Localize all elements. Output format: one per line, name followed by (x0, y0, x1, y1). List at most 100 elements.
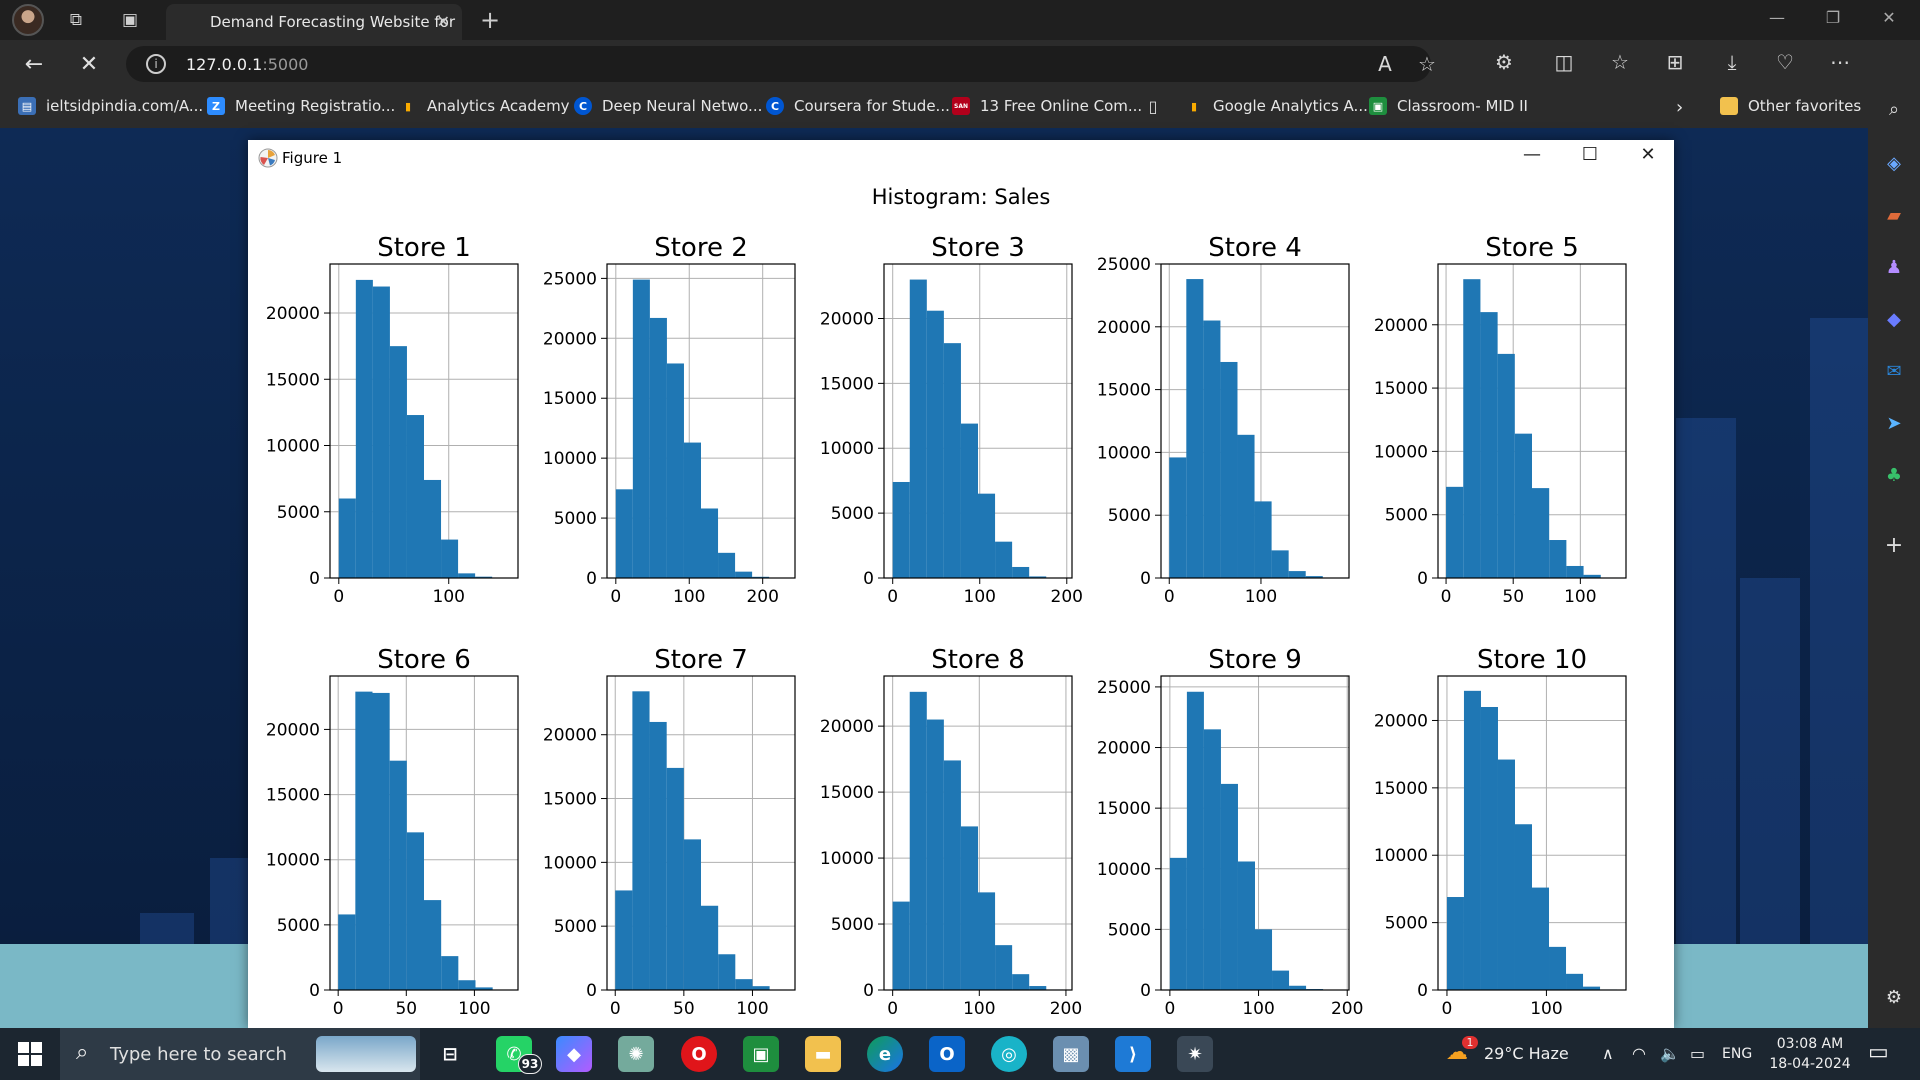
histogram-bar (1203, 320, 1221, 578)
weather-text[interactable]: 29°C Haze (1484, 1044, 1569, 1063)
histogram-bar (1566, 565, 1584, 578)
subplot: 0 50 100 0 5000 10000 15000 20000 Store 6 (266, 645, 519, 1019)
site-info-icon[interactable]: i (146, 54, 166, 74)
more-menu-icon[interactable]: ⋯ (1830, 50, 1850, 74)
notifications-icon[interactable]: ▭ (1868, 1040, 1889, 1065)
downloads-icon[interactable]: ⤓ (1727, 50, 1737, 74)
task-view-icon[interactable]: ⊟ (442, 1043, 458, 1065)
read-aloud-icon[interactable]: A (1378, 52, 1392, 76)
histogram-bar (978, 493, 996, 578)
address-bar[interactable]: i 127.0.0.1:5000 A ☆ (126, 46, 1436, 82)
favorite-item[interactable]: ▮ Google Analytics A... (1185, 97, 1368, 115)
volume-icon[interactable]: 🔈 (1660, 1044, 1680, 1063)
collections-icon[interactable]: ⊞ (1666, 50, 1684, 74)
games-icon[interactable]: ♟ (1885, 256, 1903, 278)
active-browser-tab[interactable]: Demand Forecasting Website for ✕ (166, 4, 462, 40)
opera-icon[interactable]: O (681, 1036, 717, 1072)
add-sidebar-item-icon[interactable]: + (1884, 532, 1904, 558)
battery-icon[interactable]: ▭ (1690, 1044, 1706, 1063)
classroom-icon[interactable]: ▣ (743, 1036, 779, 1072)
favorite-item[interactable]: ▮ Analytics Academy (399, 97, 570, 115)
favorite-site-icon: ▤ (18, 97, 36, 115)
browser-minimize-icon[interactable]: — (1769, 8, 1785, 27)
outlook-icon[interactable]: ✉ (1886, 360, 1902, 382)
browser-essentials-icon[interactable]: ♡ (1776, 50, 1794, 74)
favorites-overflow-icon[interactable]: › (1676, 97, 1684, 118)
browser-close-icon[interactable]: ✕ (1882, 8, 1896, 27)
favorite-item[interactable]: ▤ ieltsidpindia.com/A... (18, 97, 203, 115)
histogram-bar (458, 573, 476, 578)
figure-close-icon[interactable]: ✕ (1640, 144, 1656, 165)
histogram-bar (1463, 690, 1481, 990)
language-indicator[interactable]: ENG (1722, 1046, 1753, 1062)
histogram-bar (1480, 312, 1498, 578)
figure-maximize-icon[interactable]: ☐ (1581, 144, 1599, 165)
favorite-item[interactable]: ▣ Classroom- MID II (1369, 97, 1528, 115)
x-tick-label: 100 (1530, 999, 1562, 1019)
copilot-app-icon[interactable]: ◆ (1887, 308, 1901, 330)
background-decor (1676, 418, 1736, 1028)
axes-frame (1160, 675, 1350, 991)
subplot: 0 50 100 0 5000 10000 15000 20000 Store 7 (543, 645, 796, 1019)
x-tick-label: 0 (333, 999, 344, 1019)
histogram-bar (909, 691, 927, 990)
wifi-icon[interactable]: ◠ (1632, 1044, 1646, 1063)
stop-loading-icon[interactable]: ✕ (79, 52, 99, 77)
new-tab-icon[interactable]: + (480, 6, 501, 34)
histogram-bar (1220, 361, 1238, 578)
x-tick-label: 0 (1164, 587, 1175, 607)
y-tick-label: 10000 (266, 437, 320, 457)
tree-icon[interactable]: ♣ (1885, 464, 1903, 486)
tab-close-icon[interactable]: ✕ (436, 12, 450, 31)
clock-date[interactable]: 18-04-2024 (1769, 1056, 1851, 1072)
clock-time[interactable]: 03:08 AM (1776, 1036, 1844, 1052)
favorites-icon[interactable]: ☆ (1611, 50, 1629, 74)
x-tick-label: 100 (963, 999, 995, 1019)
histogram-bar (1169, 857, 1187, 990)
y-tick-label: 20000 (543, 726, 597, 746)
telegram-icon[interactable]: ➤ (1886, 412, 1902, 434)
favorite-item[interactable]: ▯ (1144, 97, 1172, 116)
app-icon[interactable]: ◎ (991, 1036, 1027, 1072)
matplotlib-taskbar-icon[interactable]: ✷ (1177, 1036, 1213, 1072)
tools-icon[interactable]: ▰ (1887, 204, 1901, 226)
figure-titlebar[interactable]: Figure 1 — ☐ ✕ (248, 140, 1674, 176)
histogram-bar (909, 279, 927, 578)
histogram-bar (735, 979, 753, 990)
split-screen-icon[interactable]: ◫ (1554, 50, 1574, 74)
shopping-tag-icon[interactable]: ◈ (1887, 152, 1901, 174)
figure-suptitle: Histogram: Sales (872, 185, 1051, 209)
search-highlight-image[interactable] (316, 1036, 416, 1072)
search-icon[interactable]: ⌕ (1888, 98, 1900, 120)
edge-icon[interactable]: e (867, 1036, 903, 1072)
histogram-bar (406, 832, 424, 990)
favorite-item[interactable]: C Deep Neural Netwo... (574, 97, 762, 115)
back-icon[interactable]: ← (24, 52, 44, 77)
subplot: 0 100 0 5000 10000 15000 20000 25000 Store 4 (1097, 233, 1350, 607)
app-icon[interactable]: ▩ (1053, 1036, 1089, 1072)
browser-restore-icon[interactable]: ❐ (1825, 8, 1841, 27)
vscode-icon[interactable]: ⟩ (1115, 1036, 1151, 1072)
favorite-item[interactable]: SAN 13 Free Online Com... (952, 97, 1142, 115)
favorite-star-icon[interactable]: ☆ (1418, 52, 1436, 76)
copilot-taskbar-icon[interactable]: ◆ (556, 1036, 592, 1072)
extensions-icon[interactable]: ⚙ (1495, 50, 1513, 74)
sidebar-settings-icon[interactable]: ⚙ (1885, 986, 1903, 1008)
other-favorites-folder[interactable]: Other favorites (1720, 97, 1861, 115)
histogram-bar (1012, 974, 1030, 990)
outlook-taskbar-icon[interactable]: O (929, 1036, 965, 1072)
workspaces-icon[interactable]: ⧉ (69, 10, 83, 30)
subplot: 0 50 100 0 5000 10000 15000 20000 Store 5 (1374, 233, 1627, 607)
show-hidden-icons-icon[interactable]: ∧ (1602, 1044, 1614, 1063)
profile-avatar[interactable] (12, 4, 44, 36)
tab-actions-icon[interactable]: ▣ (121, 10, 139, 30)
x-tick-label: 200 (1051, 587, 1083, 607)
browser-toolbar: ← ✕ i 127.0.0.1:5000 A ☆ ⚙ ◫ ☆ ⊞ ⤓ ♡ ⋯ ◆ (0, 40, 1920, 88)
windows-start-icon[interactable] (18, 1042, 42, 1066)
chatgpt-icon[interactable]: ✺ (618, 1036, 654, 1072)
figure-minimize-icon[interactable]: — (1523, 144, 1541, 165)
favorite-item[interactable]: C Coursera for Stude... (766, 97, 950, 115)
file-explorer-icon[interactable]: ▬ (805, 1036, 841, 1072)
favorite-item[interactable]: Z Meeting Registratio... (207, 97, 395, 115)
y-tick-label: 5000 (554, 509, 597, 529)
